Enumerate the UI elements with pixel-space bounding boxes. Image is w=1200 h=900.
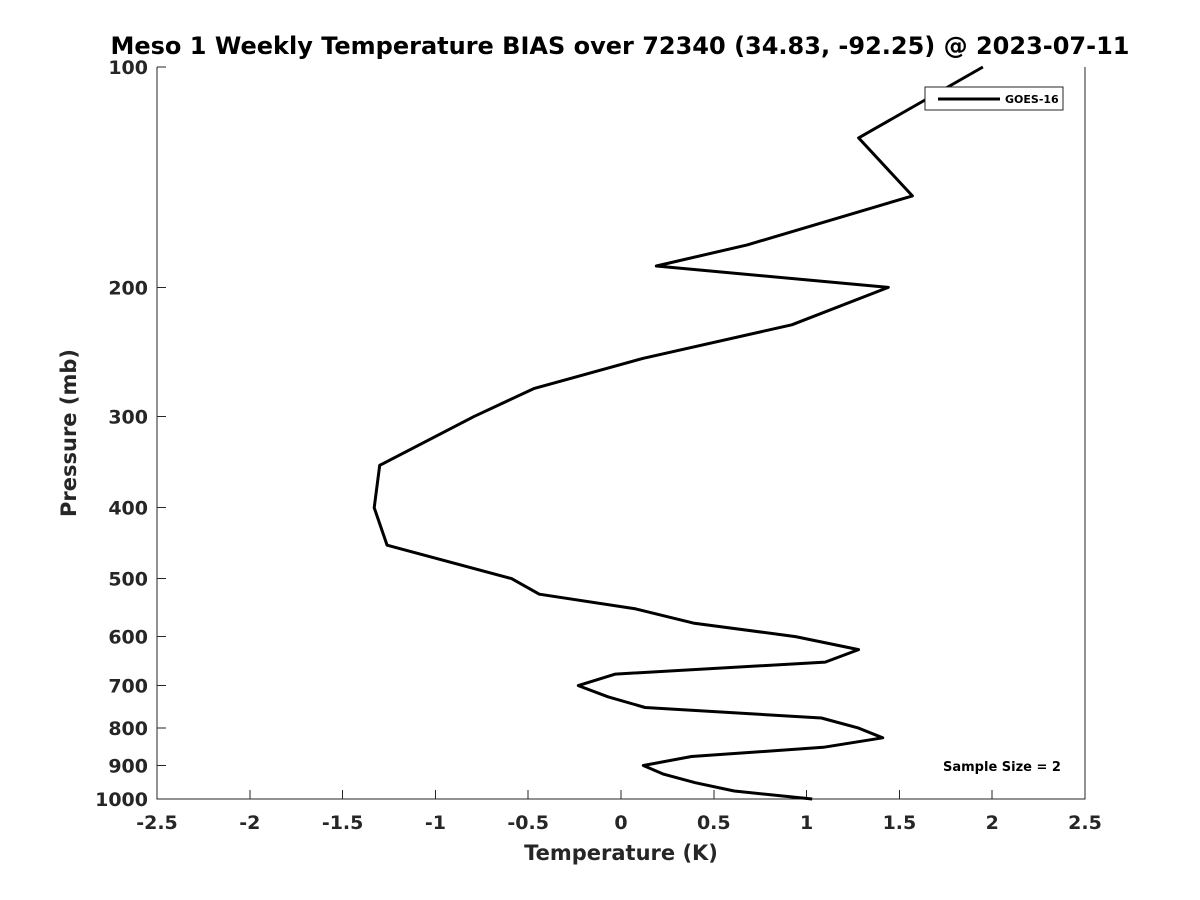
x-tick-label: 1 bbox=[800, 812, 813, 834]
sample-size-annotation: Sample Size = 2 bbox=[943, 760, 1061, 775]
x-tick-label: -1.5 bbox=[322, 812, 364, 834]
x-tick-label: -0.5 bbox=[507, 812, 549, 834]
y-tick-label: 200 bbox=[108, 277, 148, 299]
y-tick-label: 100 bbox=[108, 57, 148, 79]
y-axis-ticks: 100 200 300 400 500 600 700 800 900 1000 bbox=[95, 57, 166, 811]
x-tick-label: 2 bbox=[986, 812, 999, 834]
x-axis-ticks: -2.5 -2 -1.5 -1 -0.5 0 0.5 1 1.5 2 2.5 bbox=[136, 790, 1102, 834]
x-tick-label: -1 bbox=[425, 812, 446, 834]
y-axis-label: Pressure (mb) bbox=[57, 349, 81, 517]
x-tick-label: 2.5 bbox=[1068, 812, 1102, 834]
x-tick-label: -2.5 bbox=[136, 812, 178, 834]
x-axis-label: Temperature (K) bbox=[524, 841, 718, 865]
y-tick-label: 800 bbox=[108, 718, 148, 740]
legend-label-goes-16: GOES-16 bbox=[1005, 93, 1059, 106]
series-line-goes-16 bbox=[372, 65, 984, 801]
x-tick-label: 1.5 bbox=[883, 812, 917, 834]
y-tick-label: 300 bbox=[108, 406, 148, 428]
y-tick-label: 1000 bbox=[95, 789, 148, 811]
legend: GOES-16 bbox=[924, 86, 1064, 111]
y-tick-label: 700 bbox=[108, 676, 148, 698]
x-tick-label: 0.5 bbox=[697, 812, 731, 834]
y-tick-label: 900 bbox=[108, 756, 148, 778]
plot-area bbox=[157, 67, 1085, 799]
y-tick-label: 500 bbox=[108, 569, 148, 591]
y-tick-label: 600 bbox=[108, 627, 148, 649]
x-tick-label: -2 bbox=[239, 812, 260, 834]
x-tick-label: 0 bbox=[614, 812, 627, 834]
chart-title: Meso 1 Weekly Temperature BIAS over 7234… bbox=[110, 32, 1129, 60]
y-tick-label: 400 bbox=[108, 498, 148, 520]
